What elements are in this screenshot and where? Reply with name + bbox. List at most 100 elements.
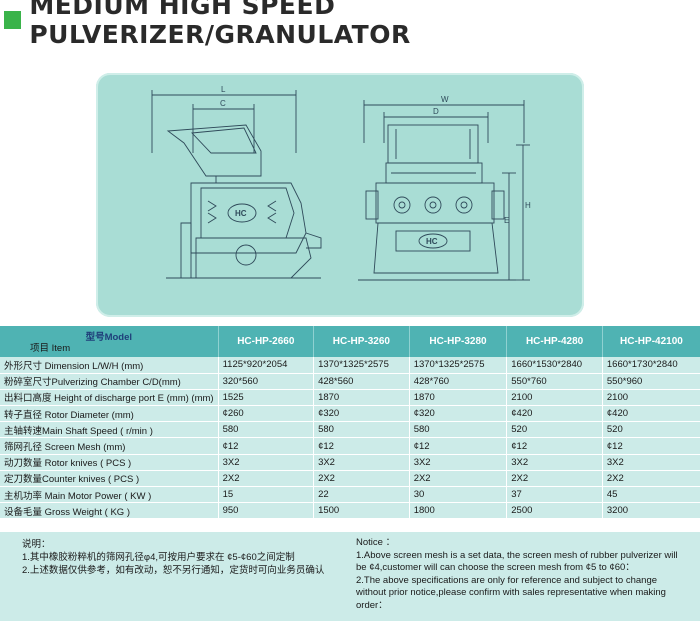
table-row: 出料口高度 Height of discharge port E (mm) (m… [0, 389, 700, 407]
table-cell: 1660*1530*2840 [506, 357, 603, 374]
table-cell: 3X2 [506, 454, 603, 471]
table-row: 筛网孔径 Screen Mesh (mm) ¢12 ¢12 ¢12 ¢12 ¢1… [0, 437, 700, 455]
table-row: 定刀数量Counter knives ( PCS ) 2X2 2X2 2X2 2… [0, 470, 700, 488]
table-cell: 1370*1325*2575 [313, 357, 410, 374]
row-label: 主轴转速Main Shaft Speed ( r/min ) [0, 421, 219, 439]
table-cell: 1660*1730*2840 [601, 357, 700, 374]
table-cell: ¢12 [313, 437, 410, 455]
table-row: 转子直径 Rotor Diameter (mm) ¢260 ¢320 ¢320 … [0, 405, 700, 423]
notes-en-line: 2.The above specifications are only for … [356, 574, 666, 611]
table-cell: 550*960 [601, 373, 700, 390]
machine-drawing: L C W D H E HC HC [151, 85, 531, 281]
table-cell: ¢320 [408, 405, 507, 423]
model-header: HC-HP-3280 [408, 326, 507, 357]
table-cell: 950 [217, 502, 314, 520]
table-row: 主机功率 Main Motor Power ( KW ) 15 22 30 37… [0, 486, 700, 504]
notes-english: Notice ： 1.Above screen mesh is a set da… [356, 537, 686, 613]
table-cell: 3200 [601, 502, 700, 520]
table-cell: ¢12 [601, 437, 700, 455]
title-bar: MEDIUM HIGH SPEED PULVERIZER/GRANULATOR [0, 0, 700, 49]
table-cell: ¢260 [217, 405, 314, 423]
table-cell: 550*760 [506, 373, 603, 390]
table-cell: 2100 [506, 389, 603, 407]
specification-table: 型号Model 项目 Item HC-HP-2660 HC-HP-3260 HC… [0, 326, 700, 520]
table-cell: 428*760 [408, 373, 507, 390]
table-cell: 2500 [506, 502, 603, 520]
row-label: 粉碎室尺寸Pulverizing Chamber C/D(mm) [0, 373, 219, 390]
row-label: 动刀数量 Rotor knives ( PCS ) [0, 454, 219, 471]
notes-panel: 说明： 1.其中橡胶粉粹机的筛网孔径φ4,可按用户要求在 ¢5-¢60之间定制 … [0, 532, 700, 621]
front-logo: HC [426, 237, 438, 246]
row-label: 出料口高度 Height of discharge port E (mm) (m… [0, 389, 219, 407]
table-cell: ¢420 [601, 405, 700, 423]
model-header: HC-HP-4280 [506, 326, 603, 357]
page-title: MEDIUM HIGH SPEED PULVERIZER/GRANULATOR [29, 0, 411, 49]
table-cell: 428*560 [313, 373, 410, 390]
table-cell: 1870 [313, 389, 410, 407]
notes-cn-line: 1.其中橡胶粉粹机的筛网孔径φ4,可按用户要求在 ¢5-¢60之间定制 [22, 552, 295, 563]
table-cell: ¢12 [408, 437, 507, 455]
model-header: HC-HP-42100 [601, 326, 700, 357]
dim-label-w: W [441, 95, 449, 104]
table-cell: 3X2 [408, 454, 507, 471]
table-cell: 1800 [408, 502, 507, 520]
table-cell: 1525 [217, 389, 314, 407]
corner-model-label: 型号Model [85, 332, 133, 343]
table-cell: 2100 [601, 389, 700, 407]
dim-label-d: D [433, 107, 439, 116]
table-cell: 1370*1325*2575 [408, 357, 507, 374]
table-cell: 30 [408, 486, 507, 504]
table-cell: 2X2 [601, 470, 700, 488]
row-label: 外形尺寸 Dimension L/W/H (mm) [0, 357, 219, 374]
table-cell: 1870 [408, 389, 507, 407]
table-row: 主轴转速Main Shaft Speed ( r/min ) 580 580 5… [0, 421, 700, 439]
table-cell: 520 [601, 421, 700, 439]
dim-label-l: L [221, 85, 226, 94]
table-cell: 2X2 [313, 470, 410, 488]
table-cell: 3X2 [313, 454, 410, 471]
table-cell: 1125*920*2054 [217, 357, 314, 374]
model-header: HC-HP-2660 [217, 326, 314, 357]
table-cell: 2X2 [217, 470, 314, 488]
title-square-icon [4, 11, 22, 29]
table-cell: 3X2 [601, 454, 700, 471]
table-cell: ¢12 [506, 437, 603, 455]
table-corner-cell: 型号Model 项目 Item [0, 326, 219, 357]
row-label: 转子直径 Rotor Diameter (mm) [0, 405, 219, 423]
table-cell: ¢320 [313, 405, 410, 423]
table-row: 设备毛量 Gross Weight ( KG ) 950 1500 1800 2… [0, 502, 700, 520]
notes-cn-title: 说明： [22, 539, 51, 550]
table-cell: 45 [601, 486, 700, 504]
notes-en-title: Notice ： [356, 537, 396, 548]
table-cell: 580 [408, 421, 507, 439]
table-cell: ¢420 [506, 405, 603, 423]
row-label: 定刀数量Counter knives ( PCS ) [0, 470, 219, 488]
dim-label-h: H [525, 201, 531, 210]
table-cell: ¢12 [217, 437, 314, 455]
notes-en-line: 1.Above screen mesh is a set data, the s… [356, 549, 678, 574]
table-cell: 3X2 [217, 454, 314, 471]
table-cell: 22 [313, 486, 410, 504]
table-cell: 37 [506, 486, 603, 504]
table-cell: 580 [313, 421, 410, 439]
machine-drawing-panel: L C W D H E HC HC [96, 73, 584, 317]
table-header-row: 型号Model 项目 Item HC-HP-2660 HC-HP-3260 HC… [0, 326, 700, 357]
row-label: 主机功率 Main Motor Power ( KW ) [0, 486, 219, 504]
table-cell: 2X2 [506, 470, 603, 488]
corner-item-label: 项目 Item [30, 343, 71, 354]
notes-chinese: 说明： 1.其中橡胶粉粹机的筛网孔径φ4,可按用户要求在 ¢5-¢60之间定制 … [22, 538, 342, 577]
dim-label-e: E [504, 216, 509, 225]
table-cell: 2X2 [408, 470, 507, 488]
table-cell: 320*560 [217, 373, 314, 390]
table-row: 外形尺寸 Dimension L/W/H (mm) 1125*920*2054 … [0, 357, 700, 374]
model-header: HC-HP-3260 [313, 326, 410, 357]
notes-cn-line: 2.上述数据仅供参考，如有改动，恕不另行通知，定货时可向业务员确认 [22, 565, 325, 576]
row-label: 筛网孔径 Screen Mesh (mm) [0, 437, 219, 455]
table-cell: 580 [217, 421, 314, 439]
side-logo: HC [235, 209, 247, 218]
row-label: 设备毛量 Gross Weight ( KG ) [0, 502, 219, 520]
table-cell: 15 [217, 486, 314, 504]
table-cell: 1500 [313, 502, 410, 520]
dim-label-c: C [220, 99, 226, 108]
table-cell: 520 [506, 421, 603, 439]
